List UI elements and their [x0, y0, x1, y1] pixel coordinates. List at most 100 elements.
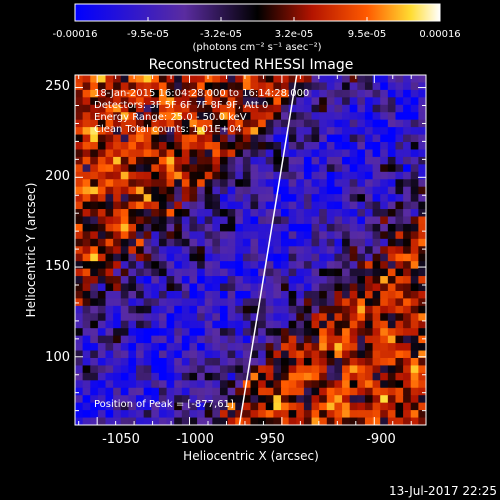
- heatmap-cell: [136, 298, 145, 307]
- heatmap-cell: [250, 171, 259, 180]
- heatmap-cell: [204, 283, 213, 292]
- heatmap-cell: [97, 119, 107, 128]
- heatmap-cell: [143, 298, 152, 307]
- heatmap-cell: [281, 372, 290, 381]
- heatmap-cell: [174, 357, 183, 367]
- heatmap-cell: [380, 216, 389, 225]
- heatmap-cell: [410, 417, 419, 425]
- heatmap-cell: [120, 357, 130, 367]
- heatmap-cell: [212, 283, 221, 292]
- heatmap-cell: [372, 298, 381, 307]
- heatmap-cell: [296, 82, 305, 91]
- heatmap-cell: [181, 253, 191, 262]
- heatmap-cell: [357, 276, 366, 285]
- heatmap-cell: [166, 164, 175, 173]
- heatmap-cell: [364, 231, 374, 240]
- heatmap-cell: [204, 127, 213, 136]
- heatmap-cell: [296, 320, 305, 329]
- heatmap-cell: [197, 149, 206, 158]
- heatmap-cell: [334, 417, 343, 425]
- heatmap-cell: [364, 298, 374, 307]
- heatmap-cell: [395, 261, 404, 270]
- heatmap-cell: [349, 402, 358, 411]
- heatmap-cell: [342, 82, 351, 91]
- heatmap-cell: [357, 201, 366, 210]
- heatmap-cell: [212, 387, 221, 396]
- heatmap-cell: [181, 246, 191, 255]
- heatmap-cell: [380, 365, 389, 374]
- heatmap-cell: [97, 112, 107, 121]
- heatmap-cell: [303, 372, 313, 381]
- heatmap-cell: [181, 89, 191, 98]
- heatmap-cell: [242, 410, 252, 419]
- heatmap-cell: [410, 201, 419, 210]
- heatmap-cell: [281, 402, 290, 411]
- heatmap-cell: [235, 82, 244, 91]
- heatmap-cell: [334, 350, 343, 359]
- heatmap-cell: [212, 268, 221, 277]
- heatmap-cell: [189, 305, 198, 314]
- heatmap-cell: [158, 201, 168, 210]
- heatmap-cell: [174, 127, 183, 136]
- heatmap-cell: [258, 179, 267, 188]
- heatmap-cell: [189, 164, 198, 173]
- heatmap-cell: [288, 164, 297, 173]
- heatmap-cell: [158, 305, 168, 314]
- heatmap-cell: [219, 350, 229, 359]
- heatmap-cell: [128, 357, 137, 367]
- heatmap-cell: [410, 82, 419, 91]
- heatmap-cell: [395, 290, 404, 300]
- heatmap-cell: [242, 238, 252, 247]
- heatmap-cell: [97, 216, 107, 225]
- heatmap-cell: [166, 387, 175, 396]
- heatmap-cell: [136, 253, 145, 262]
- heatmap-cell: [303, 186, 313, 195]
- heatmap-cell: [90, 387, 99, 396]
- heatmap-cell: [143, 179, 152, 188]
- heatmap-cell: [105, 261, 114, 270]
- heatmap-cell: [158, 186, 168, 195]
- heatmap-cell: [357, 194, 366, 203]
- heatmap-cell: [136, 268, 145, 277]
- heatmap-cell: [296, 335, 305, 344]
- heatmap-cell: [311, 104, 320, 113]
- heatmap-cell: [258, 253, 267, 262]
- heatmap-cell: [151, 164, 160, 173]
- heatmap-cell: [410, 328, 419, 337]
- heatmap-cell: [204, 142, 213, 151]
- heatmap-cell: [273, 97, 282, 106]
- heatmap-cell: [128, 194, 137, 203]
- heatmap-cell: [403, 112, 412, 121]
- heatmap-cell: [357, 357, 366, 367]
- heatmap-cell: [143, 119, 152, 128]
- heatmap-cell: [166, 410, 175, 419]
- heatmap-cell: [181, 209, 191, 218]
- heatmap-cell: [75, 231, 84, 240]
- heatmap-cell: [387, 194, 397, 203]
- heatmap-cell: [219, 328, 229, 337]
- heatmap-cell: [281, 357, 290, 367]
- heatmap-cell: [105, 223, 114, 232]
- heatmap-cell: [395, 328, 404, 337]
- heatmap-cell: [372, 402, 381, 411]
- heatmap-cell: [181, 320, 191, 329]
- heatmap-cell: [265, 290, 274, 300]
- heatmap-cell: [166, 283, 175, 292]
- heatmap-cell: [97, 82, 107, 91]
- heatmap-cell: [158, 164, 168, 173]
- heatmap-cell: [288, 171, 297, 180]
- heatmap-cell: [143, 201, 152, 210]
- heatmap-cell: [380, 142, 389, 151]
- heatmap-cell: [326, 395, 336, 404]
- heatmap-cell: [128, 372, 137, 381]
- heatmap-cell: [204, 119, 213, 128]
- heatmap-cell: [395, 209, 404, 218]
- heatmap-cell: [357, 246, 366, 255]
- heatmap-cell: [242, 320, 252, 329]
- heatmap-cell: [403, 104, 412, 113]
- heatmap-cell: [403, 365, 412, 374]
- heatmap-cell: [158, 119, 168, 128]
- heatmap-cell: [143, 209, 152, 218]
- heatmap-cell: [204, 335, 213, 344]
